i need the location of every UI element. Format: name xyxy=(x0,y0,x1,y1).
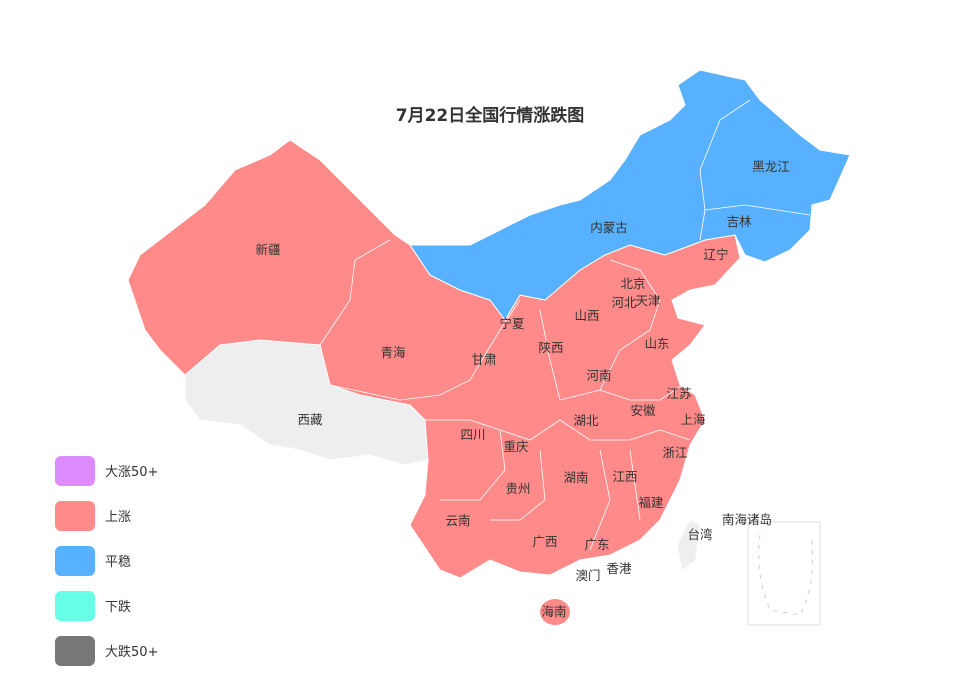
region-label[interactable]: 上海 xyxy=(680,412,706,427)
legend-swatch xyxy=(55,590,95,621)
region-label[interactable]: 吉林 xyxy=(726,214,752,229)
region-label[interactable]: 山西 xyxy=(574,308,599,323)
chart-title: 7月22日全国行情涨跌图 xyxy=(395,106,585,126)
south-china-sea-inset xyxy=(747,521,821,626)
region-label[interactable]: 海南 xyxy=(541,604,566,619)
region-label[interactable]: 香港 xyxy=(606,561,632,576)
region-label[interactable]: 黑龙江 xyxy=(752,159,790,174)
region-label[interactable]: 甘肃 xyxy=(471,352,496,367)
legend-item-rise[interactable]: 上涨 xyxy=(55,493,158,538)
legend: 大涨50+ 上涨 平稳 下跌 大跌50+ xyxy=(55,448,158,673)
region-label[interactable]: 宁夏 xyxy=(499,316,525,331)
region-label[interactable]: 内蒙古 xyxy=(590,220,628,235)
region-label[interactable]: 北京 xyxy=(620,276,645,291)
region-label[interactable]: 湖北 xyxy=(573,413,599,428)
legend-item-big-fall[interactable]: 大跌50+ xyxy=(55,628,158,673)
legend-label: 平稳 xyxy=(105,555,132,570)
region-label[interactable]: 南海诸岛 xyxy=(722,512,772,527)
legend-label: 大跌50+ xyxy=(105,645,159,660)
region-shape-taiwan[interactable] xyxy=(678,520,700,570)
region-label[interactable]: 贵州 xyxy=(505,481,530,496)
region-shape-hainan[interactable] xyxy=(540,599,570,625)
legend-swatch xyxy=(55,500,95,531)
region-label[interactable]: 江西 xyxy=(612,469,637,484)
region-label[interactable]: 浙江 xyxy=(662,445,687,460)
region-label[interactable]: 澳门 xyxy=(575,568,600,583)
region-label[interactable]: 台湾 xyxy=(687,527,712,542)
region-label[interactable]: 河南 xyxy=(586,368,611,383)
legend-item-fall[interactable]: 下跌 xyxy=(55,583,158,628)
province-borders xyxy=(319,99,811,551)
legend-label: 下跌 xyxy=(105,600,132,615)
region-label[interactable]: 陕西 xyxy=(538,340,563,355)
nine-dash-line xyxy=(758,534,813,616)
region-shape-xizang[interactable] xyxy=(184,339,429,466)
region-label[interactable]: 湖南 xyxy=(563,470,588,485)
region-label[interactable]: 广东 xyxy=(584,537,609,552)
legend-item-big-rise[interactable]: 大涨50+ xyxy=(55,448,158,493)
region-label[interactable]: 安徽 xyxy=(630,403,656,418)
legend-label: 大涨50+ xyxy=(105,465,159,480)
region-label[interactable]: 福建 xyxy=(638,495,664,510)
region-label[interactable]: 江苏 xyxy=(666,386,691,401)
region-label[interactable]: 山东 xyxy=(644,336,669,351)
region-label[interactable]: 四川 xyxy=(460,427,485,442)
legend-swatch xyxy=(55,545,95,576)
legend-item-stable[interactable]: 平稳 xyxy=(55,538,158,583)
region-label[interactable]: 西藏 xyxy=(297,412,323,427)
region-shape-northeast[interactable] xyxy=(409,69,851,321)
region-label[interactable]: 新疆 xyxy=(255,242,280,257)
region-label[interactable]: 天津 xyxy=(635,293,660,308)
legend-label: 上涨 xyxy=(105,510,132,525)
region-label[interactable]: 云南 xyxy=(445,513,470,528)
region-label[interactable]: 青海 xyxy=(380,345,406,360)
region-label[interactable]: 辽宁 xyxy=(703,247,728,262)
legend-swatch xyxy=(55,635,95,666)
region-label[interactable]: 广西 xyxy=(532,534,557,549)
region-label[interactable]: 重庆 xyxy=(503,439,529,454)
legend-swatch xyxy=(55,455,95,486)
region-label[interactable]: 河北 xyxy=(611,295,637,310)
